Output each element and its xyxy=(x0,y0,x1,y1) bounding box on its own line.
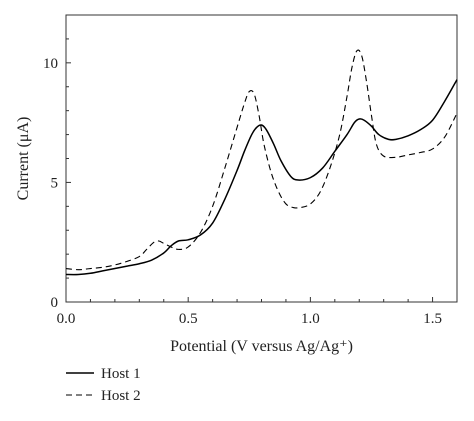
legend: Host 1 Host 2 xyxy=(66,366,141,404)
series-line-2 xyxy=(65,49,458,271)
x-tick-label: 1.0 xyxy=(301,311,320,327)
y-tick-label: 10 xyxy=(43,56,58,72)
y-tick-label: 5 xyxy=(51,175,59,191)
plot-area: 0.0 0.5 1.0 1.5 0 5 10 xyxy=(43,14,458,327)
y-tick-label: 0 xyxy=(51,295,59,311)
ticks-layer: 0.0 0.5 1.0 1.5 0 5 10 xyxy=(43,38,442,327)
legend-label-1: Host 1 xyxy=(101,366,141,382)
series-line-1 xyxy=(65,79,458,276)
x-tick-label: 0.5 xyxy=(179,311,198,327)
legend-label-2: Host 2 xyxy=(101,388,141,404)
plot-frame xyxy=(65,14,458,303)
x-tick-label: 0.0 xyxy=(57,311,76,327)
y-axis-title: Current (μA) xyxy=(15,117,32,201)
series-layer xyxy=(65,49,458,276)
x-tick-label: 1.5 xyxy=(423,311,442,327)
x-axis-title: Potential (V versus Ag/Ag⁺) xyxy=(170,338,353,355)
